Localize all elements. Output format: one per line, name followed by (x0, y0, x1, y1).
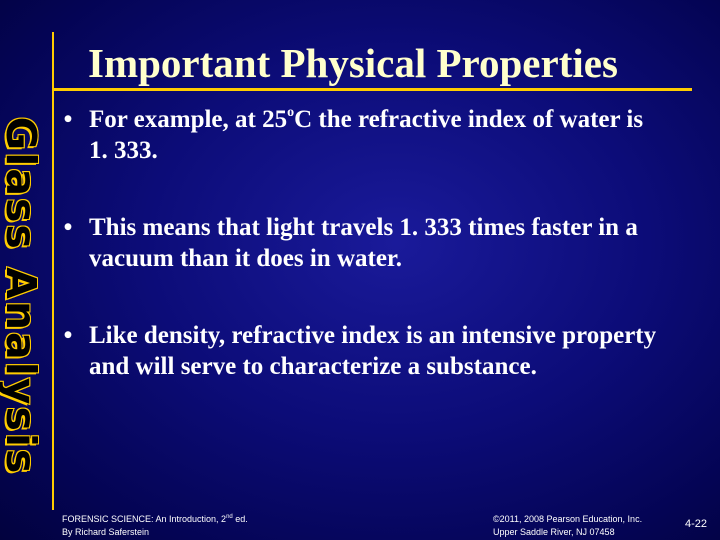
bullet-text: Like density, refractive index is an int… (89, 322, 657, 380)
bullet-item: • This means that light travels 1. 333 t… (58, 212, 668, 274)
bullet-list: • For example, at 25oC the refractive in… (58, 104, 668, 382)
page-number: 4-22 (685, 518, 708, 530)
sidebar-title: Glass Analysis (0, 116, 46, 477)
bullet-item: • Like density, refractive index is an i… (58, 320, 668, 382)
bullet-marker: • (63, 214, 73, 241)
bullet-text: For example, at 25oC the refractive inde… (89, 105, 644, 165)
bullet-item: • For example, at 25oC the refractive in… (58, 104, 668, 166)
bullet-text: This means that light travels 1. 333 tim… (89, 214, 638, 272)
footer-book-credit: FORENSIC SCIENCE: An Introduction, 2nd e… (62, 514, 248, 537)
footer-copyright: ©2011, 2008 Pearson Education, Inc. Uppe… (493, 514, 643, 537)
bullet-marker: • (63, 322, 73, 349)
bullet-marker: • (63, 106, 73, 133)
degree-superscript: o (287, 105, 295, 120)
title-underline (52, 88, 692, 91)
vertical-divider (52, 32, 54, 510)
slide-title: Important Physical Properties (88, 40, 618, 86)
